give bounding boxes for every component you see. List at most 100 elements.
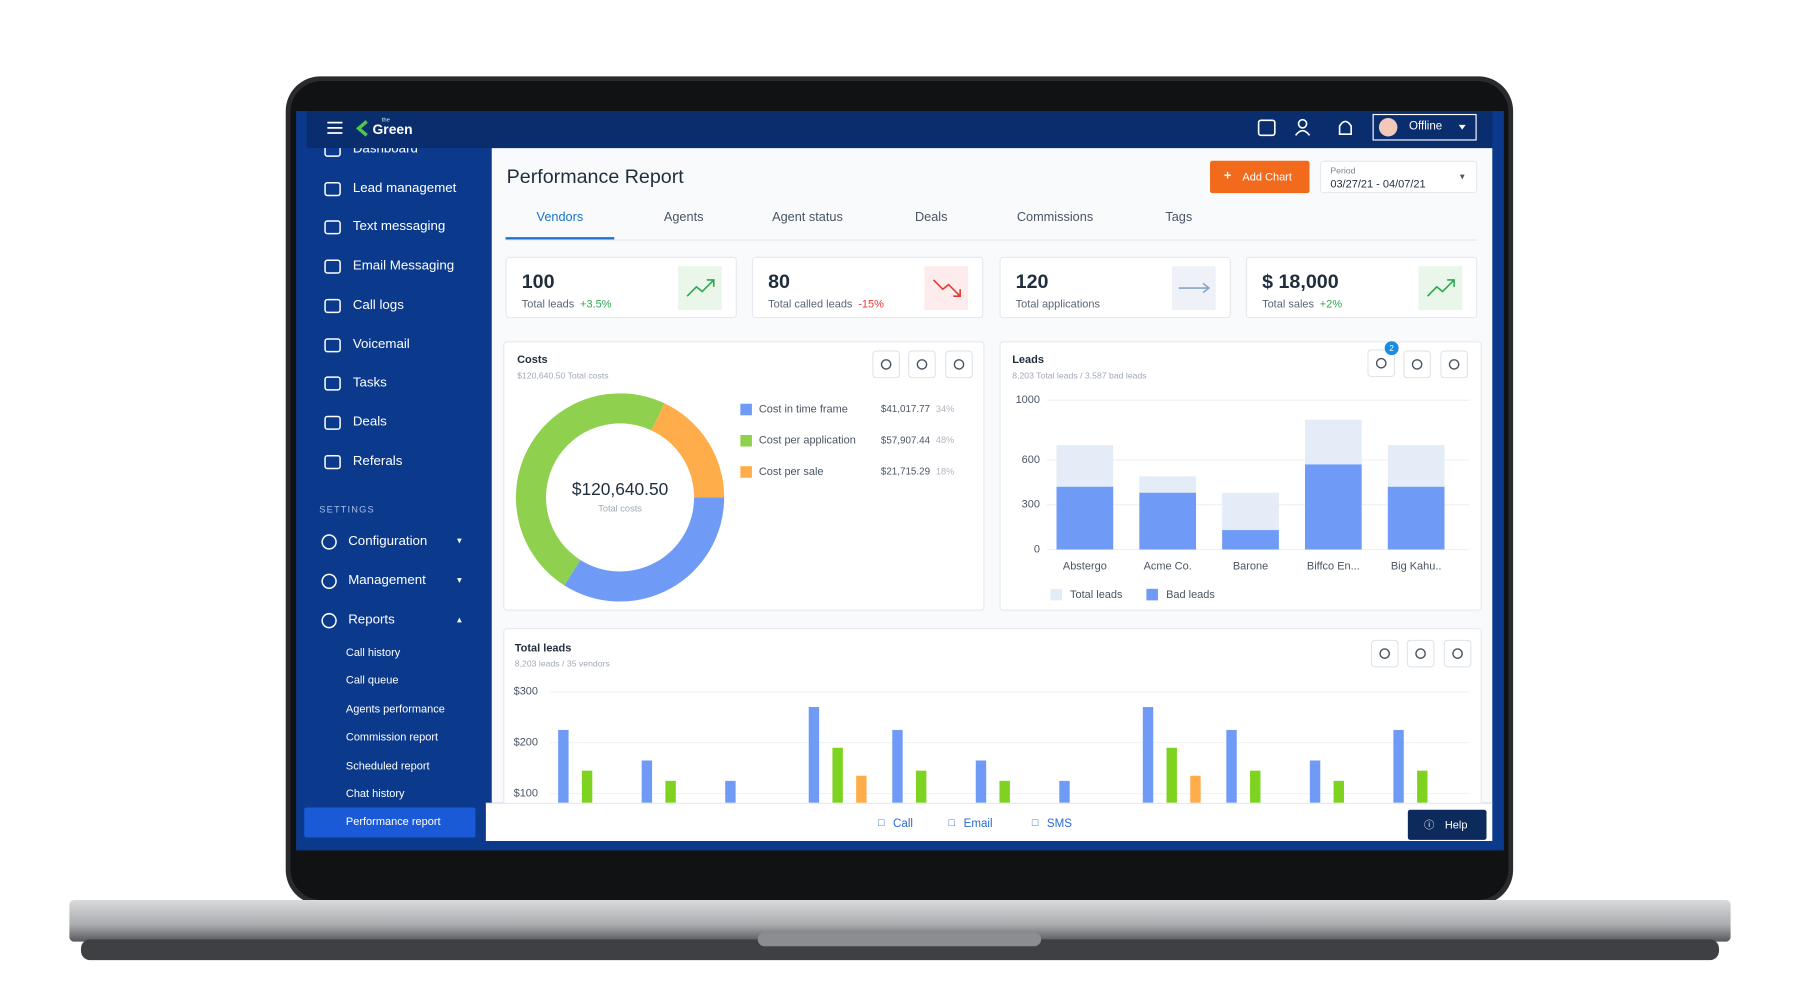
users-icon[interactable] [1297, 118, 1308, 129]
footer-action[interactable]: Call [893, 817, 913, 831]
tab[interactable]: Tags [1165, 210, 1193, 225]
bar [665, 780, 676, 803]
icon-shape [324, 298, 341, 313]
trend-arrow [686, 279, 715, 297]
bar [1226, 729, 1237, 803]
trend-icon [1171, 266, 1216, 311]
trend-icon [677, 266, 722, 311]
kpi-value: $ 18,000 [1262, 270, 1339, 293]
tab-line [505, 239, 1478, 241]
caret: ▾ [456, 535, 462, 547]
button-glyph [916, 359, 928, 370]
status-box[interactable] [1372, 113, 1477, 141]
footer-action-icon: □ [1031, 816, 1039, 829]
icon-shape [324, 181, 341, 196]
nav-item[interactable]: Voicemail [352, 337, 410, 352]
kpi-label: Total leads +3.5% [521, 298, 612, 312]
tab[interactable]: Agent status [772, 210, 843, 225]
footer-action[interactable]: Email [963, 817, 993, 831]
settings-item[interactable]: Reports [348, 613, 395, 627]
trend-arrow [1178, 282, 1211, 294]
tab[interactable]: Vendors [536, 210, 584, 225]
bar [915, 770, 927, 803]
kpi-change: +2% [1319, 298, 1343, 312]
panel-button[interactable] [1406, 639, 1435, 668]
report-item[interactable]: Call queue [345, 674, 399, 688]
kpi-card: 120 Total applications [999, 256, 1231, 319]
notch [757, 932, 1042, 947]
nav-item[interactable]: Text messaging [352, 220, 446, 235]
settings-item[interactable]: Management [348, 573, 426, 588]
screen-bottom [296, 841, 1504, 851]
icon-shape [324, 376, 341, 391]
trend-icon [924, 266, 969, 311]
avatar [1378, 117, 1398, 137]
panel-button[interactable] [1443, 639, 1472, 668]
tab[interactable]: Commissions [1016, 210, 1094, 225]
page-title: Performance Report [506, 165, 684, 188]
settings-item[interactable]: Configuration [348, 534, 428, 549]
report-item[interactable]: Agents performance [345, 703, 445, 716]
nav-item[interactable]: Tasks [352, 376, 387, 391]
panel-title: Total leads [514, 642, 572, 655]
nav-item[interactable]: Email Messaging [352, 259, 455, 274]
report-item[interactable]: Performance report [345, 816, 441, 829]
help-button[interactable]: ⓘ Help [1407, 809, 1487, 840]
footer-action-icon: □ [878, 816, 885, 829]
bar [1417, 770, 1428, 803]
footer-action[interactable]: SMS [1046, 817, 1072, 831]
trend-bg [1418, 266, 1463, 311]
button-frame [1367, 349, 1396, 378]
panel-subtitle: 8,203 Total leads / 3,587 bad leads [1012, 370, 1147, 381]
button-frame [1440, 350, 1468, 379]
bar [832, 747, 843, 803]
icon [324, 337, 341, 352]
report-item[interactable]: Call history [345, 646, 401, 660]
report-item[interactable]: Chat history [345, 787, 405, 801]
report-item[interactable]: Scheduled report [345, 759, 430, 773]
nav-item[interactable]: Referals [352, 454, 403, 469]
bar [725, 780, 736, 803]
tab[interactable]: Agents [663, 210, 704, 225]
panel-button[interactable] [1367, 349, 1396, 378]
active-highlight [304, 807, 476, 838]
bar [856, 775, 867, 803]
bar [1190, 775, 1201, 803]
button-glyph [1415, 648, 1426, 659]
period-picker[interactable]: Period 03/27/21 - 04/07/21 ▾ [1319, 160, 1478, 194]
icon [324, 220, 341, 235]
icon [324, 454, 341, 469]
icon-shape [324, 337, 341, 352]
tab-underline [505, 237, 615, 240]
trend-bg [924, 266, 969, 311]
calendar-icon[interactable] [1257, 119, 1276, 137]
add-chart-label: Add Chart [1242, 171, 1292, 184]
add-chart-button[interactable]: + Add Chart [1210, 160, 1310, 194]
bell-icon[interactable] [1338, 120, 1352, 135]
y-tick-label: $200 [514, 737, 538, 749]
base-edge [80, 939, 1720, 961]
panel-button[interactable] [908, 350, 936, 379]
tab[interactable]: Deals [914, 210, 948, 225]
icon [321, 534, 337, 550]
nav-item[interactable]: Call logs [352, 298, 404, 313]
nav-item[interactable]: Deals [352, 415, 387, 430]
icon [324, 376, 341, 391]
report-item[interactable]: Commission report [345, 731, 439, 745]
brand-prefix: the [381, 116, 390, 124]
leads-panel: Leads 8,203 Total leads / 3,587 bad lead… [999, 341, 1482, 611]
panel-button[interactable] [1403, 350, 1431, 379]
panel-button[interactable] [945, 350, 973, 379]
menu-icon[interactable] [327, 121, 343, 134]
panel-subtitle: $120,640.50 Total costs [517, 370, 609, 381]
icon-shape [324, 220, 341, 235]
kpi-change: +3.5% [580, 298, 612, 312]
bar [892, 729, 903, 803]
panel-button[interactable] [872, 350, 900, 379]
panel-button[interactable] [1370, 639, 1399, 668]
panel-button[interactable] [1440, 350, 1468, 379]
nav-item[interactable]: Lead managemet [352, 181, 457, 196]
footer-action-icon: □ [948, 816, 955, 829]
icon [324, 415, 341, 430]
